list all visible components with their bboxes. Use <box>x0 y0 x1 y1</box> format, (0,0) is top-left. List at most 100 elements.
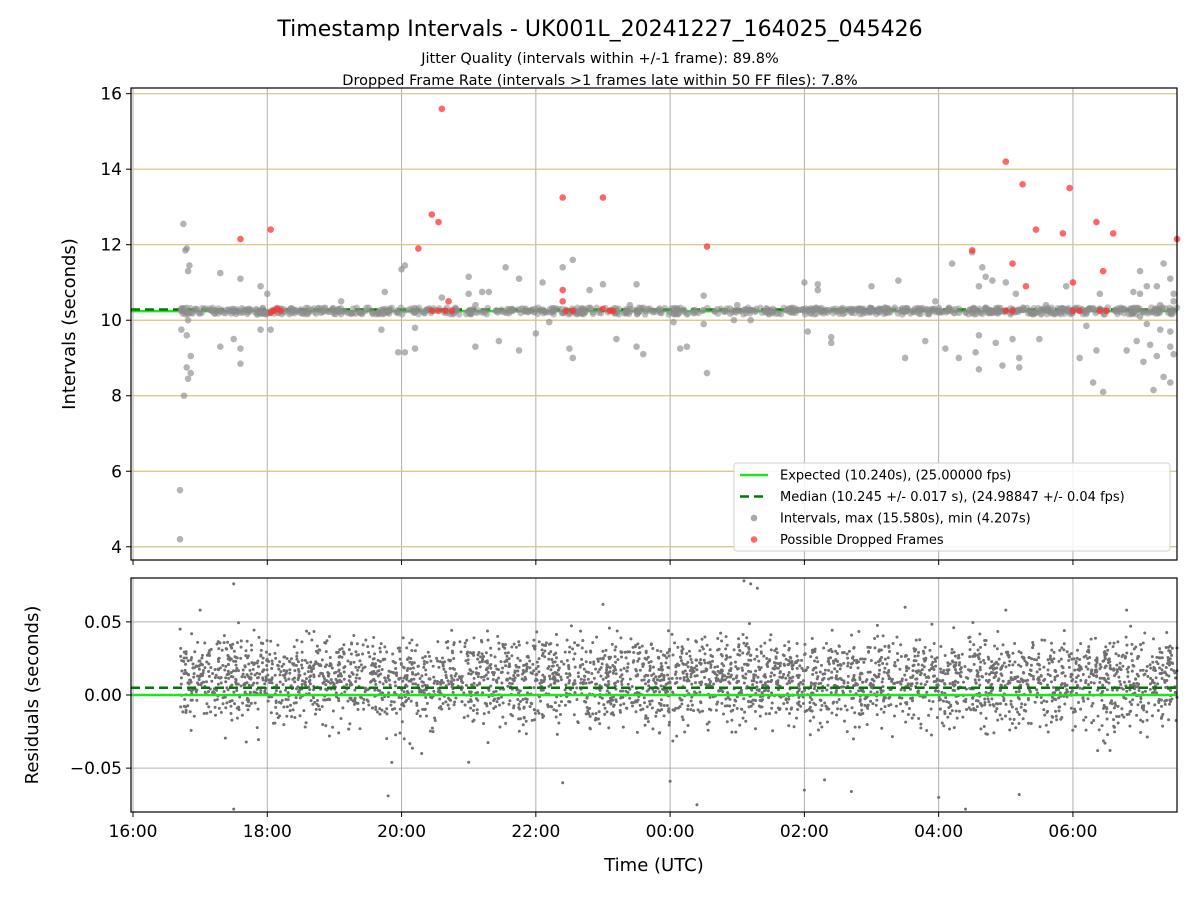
residual-point <box>674 670 678 674</box>
residual-point <box>1046 668 1050 672</box>
interval-point <box>257 326 264 333</box>
residual-point <box>1048 656 1052 660</box>
residual-point <box>858 675 862 679</box>
residual-point <box>1004 608 1008 612</box>
residual-point <box>1145 665 1149 669</box>
residual-point <box>952 726 956 730</box>
residual-point <box>279 670 283 674</box>
residual-point <box>329 681 333 685</box>
residual-point <box>858 672 862 676</box>
residual-point <box>308 678 312 682</box>
residual-point <box>190 698 194 702</box>
residual-point <box>601 602 605 606</box>
residual-point <box>971 620 975 624</box>
residual-point <box>186 659 190 663</box>
residual-point <box>204 680 208 684</box>
residual-point <box>730 718 734 722</box>
residual-point <box>935 715 939 719</box>
interval-point <box>531 305 539 313</box>
residual-point <box>1136 656 1140 660</box>
residual-point <box>1120 707 1124 711</box>
residual-point <box>936 683 940 687</box>
residuals-reference-lines <box>131 686 1177 697</box>
interval-point <box>847 308 855 316</box>
residual-point <box>680 698 684 702</box>
residual-point <box>825 688 829 692</box>
residual-point <box>197 667 201 671</box>
residual-point <box>1108 641 1112 645</box>
residual-point <box>553 701 557 705</box>
residual-point <box>304 721 308 725</box>
residual-point <box>1164 666 1168 670</box>
residual-point <box>260 670 264 674</box>
residual-point <box>799 680 803 684</box>
residual-point <box>865 723 869 727</box>
residual-point <box>753 657 757 661</box>
residual-point <box>907 706 911 710</box>
residual-point <box>773 649 777 653</box>
residual-point <box>1094 663 1098 667</box>
residual-point <box>732 677 736 681</box>
residual-point <box>787 640 791 644</box>
residual-point <box>680 651 684 655</box>
residual-point <box>658 690 662 694</box>
residual-point <box>1022 671 1026 675</box>
residual-point <box>675 676 679 680</box>
intervals-y-tick-label: 6 <box>111 462 122 482</box>
residual-point <box>1132 664 1136 668</box>
residual-point <box>264 677 268 681</box>
residual-point <box>860 680 864 684</box>
residual-point <box>852 673 856 677</box>
residual-point <box>654 714 658 718</box>
residual-point <box>184 705 188 709</box>
residual-point <box>830 670 834 674</box>
residual-point <box>1004 650 1008 654</box>
residual-point <box>803 642 807 646</box>
residual-point <box>957 656 961 660</box>
residual-point <box>259 653 263 657</box>
residual-point <box>385 650 389 654</box>
residual-point <box>937 695 941 699</box>
interval-point <box>882 307 890 315</box>
residual-point <box>667 723 671 727</box>
residual-point <box>386 794 390 798</box>
residual-point <box>286 698 290 702</box>
residual-point <box>181 710 185 714</box>
residual-point <box>1087 645 1091 649</box>
residual-point <box>192 672 196 676</box>
residual-point <box>429 695 433 699</box>
residual-point <box>374 705 378 709</box>
residual-point <box>312 630 316 634</box>
residual-point <box>724 647 728 651</box>
residual-point <box>441 681 445 685</box>
residual-point <box>876 634 880 638</box>
residual-point <box>601 649 605 653</box>
residual-point <box>1111 645 1115 649</box>
residual-point <box>996 718 1000 722</box>
residual-point <box>917 650 921 654</box>
residual-point <box>790 659 794 663</box>
residual-point <box>297 670 301 674</box>
interval-point <box>871 306 879 314</box>
residual-point <box>1038 725 1042 729</box>
residual-point <box>728 681 732 685</box>
residual-point <box>700 637 704 641</box>
residual-point <box>1076 668 1080 672</box>
residual-point <box>372 636 376 640</box>
residual-point <box>648 669 652 673</box>
interval-point <box>1024 310 1032 317</box>
residual-point <box>471 719 475 723</box>
residual-point <box>983 643 987 647</box>
dropped-frame-point <box>968 247 976 254</box>
residual-point <box>237 708 241 712</box>
residual-point <box>1115 663 1119 667</box>
interval-point <box>411 309 418 316</box>
residual-point <box>785 707 789 711</box>
interval-point <box>746 307 754 315</box>
residual-point <box>361 701 365 705</box>
residual-point <box>1014 726 1018 730</box>
residual-point <box>444 640 448 644</box>
residual-point <box>1048 674 1052 678</box>
residual-point <box>505 654 509 658</box>
interval-point <box>979 264 986 271</box>
